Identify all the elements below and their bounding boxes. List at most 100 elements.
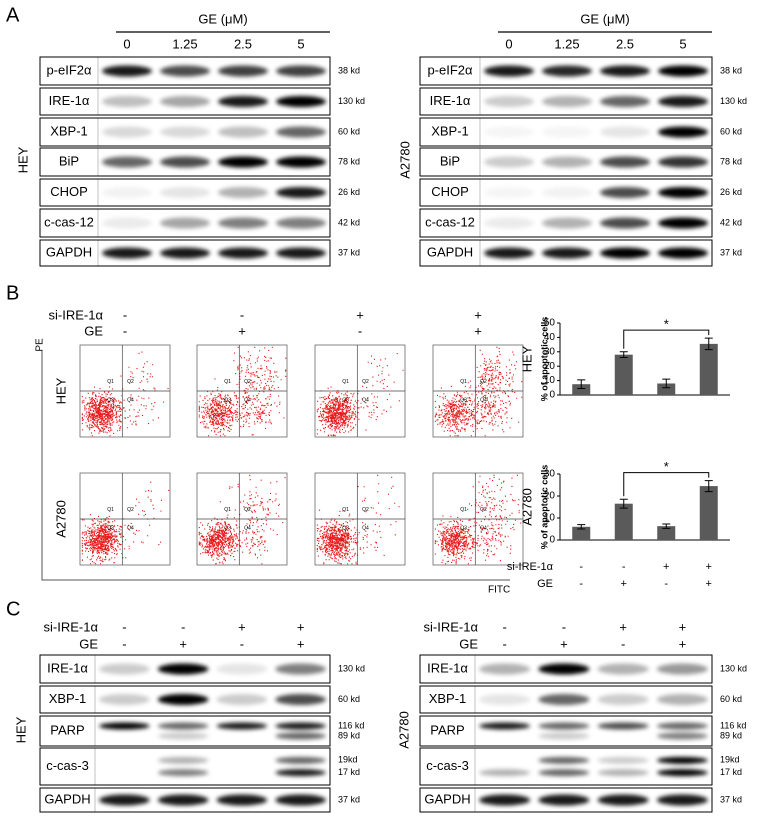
quadrant-label: Q3: [460, 398, 467, 404]
quadrant-label: Q1: [224, 379, 231, 385]
band: [275, 769, 326, 777]
quadrant-label: Q3: [460, 526, 467, 532]
quadrant-label: Q3: [107, 526, 114, 532]
band: [157, 756, 209, 764]
quadrant-label: Q1: [107, 507, 114, 513]
protein-label: c-cas-3: [46, 758, 89, 773]
kd-label: 130 kd: [338, 96, 365, 106]
quadrant-label: Q2: [362, 507, 369, 513]
band: [102, 247, 152, 259]
band: [160, 156, 210, 168]
cell-line-label: HEY: [13, 716, 28, 743]
quadrant-label: Q3: [342, 398, 349, 404]
quadrant-label: Q4: [480, 398, 487, 404]
y-tick-label: 30: [544, 469, 556, 480]
kd-label: 17 kd: [720, 767, 742, 777]
condition-sign: +: [679, 619, 687, 634]
kd-label: 130 kd: [338, 663, 365, 673]
band: [102, 187, 152, 198]
protein-label: XBP-1: [49, 691, 87, 706]
condition-sign: -: [122, 619, 126, 634]
kd-label: 26 kd: [338, 187, 360, 197]
protein-label: GAPDH: [427, 244, 473, 259]
quadrant-label: Q1: [107, 379, 114, 385]
blot-frame: [419, 747, 713, 786]
condition-sign: -: [579, 561, 583, 573]
band: [600, 65, 650, 77]
condition-sign: +: [621, 578, 627, 590]
significance-bracket: [623, 472, 710, 497]
error-bar: [704, 480, 713, 493]
kd-label: 116 kd: [720, 720, 746, 730]
bands: [102, 96, 326, 107]
band: [99, 694, 150, 705]
y-tick-label: 10: [544, 513, 556, 524]
band: [484, 187, 534, 198]
quadrant-label: Q3: [224, 526, 231, 532]
condition-sign: -: [562, 619, 566, 634]
band: [160, 65, 210, 77]
kd-label: 37 kd: [720, 247, 742, 257]
bands: [484, 187, 708, 198]
flow-dots: [434, 346, 523, 437]
bands: [102, 65, 326, 77]
band: [276, 96, 326, 107]
quadrant-label: Q3: [342, 526, 349, 532]
band: [216, 794, 268, 806]
bands: [484, 156, 708, 168]
band: [597, 794, 649, 806]
bands: [102, 217, 326, 229]
band: [600, 247, 650, 259]
kd-label: 60 kd: [720, 126, 742, 136]
band: [656, 756, 708, 764]
band: [658, 247, 708, 259]
condition-sign: -: [502, 636, 506, 651]
kd-label: 38 kd: [720, 65, 742, 75]
error-bar: [662, 523, 671, 529]
bands: [99, 694, 326, 705]
quadrant-label: Q4: [127, 398, 134, 404]
bands: [479, 794, 708, 806]
bands: [479, 756, 708, 777]
band: [157, 722, 209, 730]
bar: [657, 383, 676, 395]
bar: [572, 384, 591, 395]
dose-label: 2.5: [616, 36, 634, 51]
bands: [102, 187, 326, 198]
bands: [484, 65, 708, 77]
protein-label: IRE-1α: [49, 93, 90, 108]
condition-sign: -: [123, 323, 127, 338]
condition-sign: -: [358, 323, 362, 338]
flow-dots: [316, 474, 400, 565]
band: [597, 694, 649, 705]
kd-label: 37 kd: [338, 247, 360, 257]
band: [479, 663, 531, 675]
kd-label: 42 kd: [720, 217, 742, 227]
band: [160, 217, 210, 229]
quadrant-label: Q2: [244, 379, 251, 385]
quadrant-label: Q1: [224, 507, 231, 513]
band: [479, 694, 531, 705]
band: [479, 722, 531, 730]
band: [275, 794, 326, 806]
protein-label: XBP-1: [431, 123, 469, 138]
kd-label: 78 kd: [338, 156, 360, 166]
quadrant-label: Q4: [480, 526, 487, 532]
blot-frame: [39, 715, 331, 747]
protein-label: c-cas-12: [44, 214, 94, 229]
error-bar: [577, 524, 586, 530]
condition-name: si-IRE-1α: [507, 561, 554, 573]
band: [479, 769, 531, 777]
dose-label: 0: [123, 36, 130, 51]
quadrant-label: Q4: [244, 526, 251, 532]
band: [658, 217, 708, 229]
band: [218, 217, 268, 229]
band: [600, 126, 650, 138]
kd-label: 89 kd: [338, 730, 360, 740]
kd-label: 116 kd: [338, 720, 364, 730]
band: [542, 217, 592, 229]
condition-name: GE: [537, 578, 553, 590]
bands: [479, 722, 708, 740]
band: [538, 769, 590, 777]
band: [658, 156, 708, 168]
